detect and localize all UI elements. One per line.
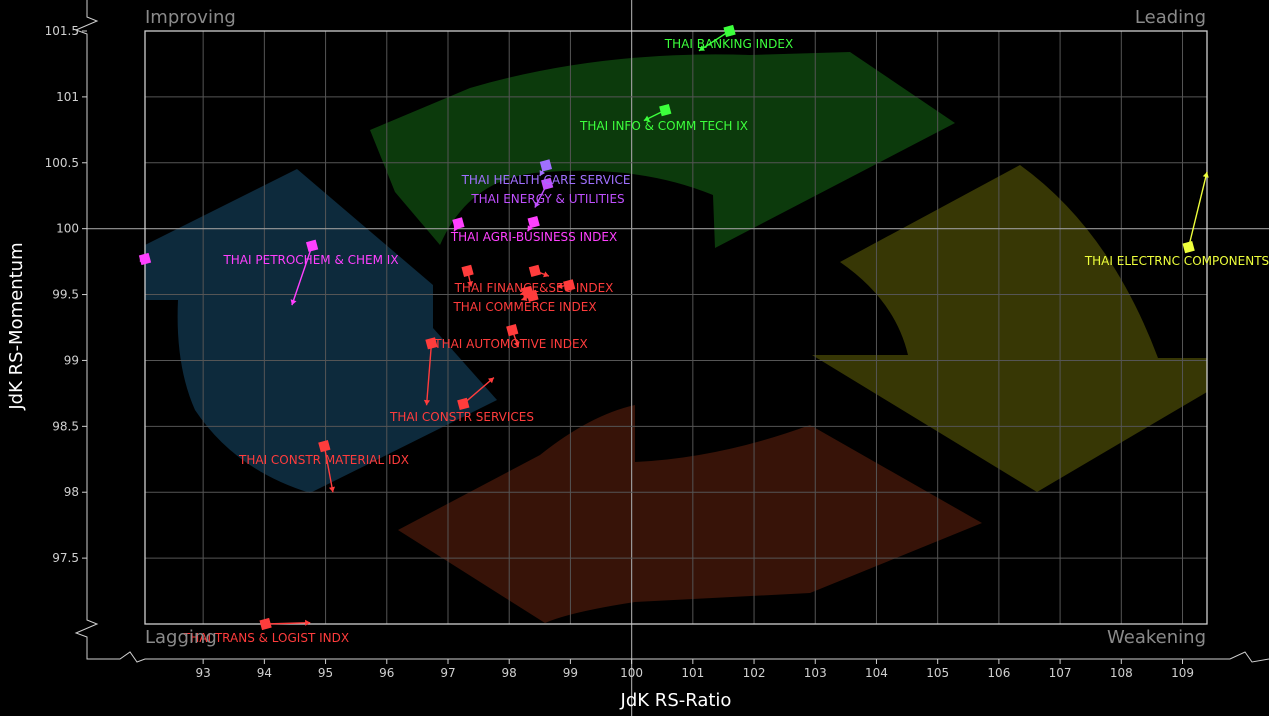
quadrant-label-leading: Leading (1135, 7, 1206, 28)
y-tick-label: 98.5 (52, 419, 79, 433)
quadrant-label-improving: Improving (145, 7, 236, 28)
x-tick-label: 102 (743, 666, 766, 680)
series-label: THAI PETROCHEM & CHEM IX (222, 253, 398, 267)
y-tick-label: 97.5 (52, 551, 79, 565)
series-trail (462, 377, 495, 405)
series-trail (291, 245, 313, 306)
series-trail (323, 445, 334, 493)
plot-border (144, 30, 1208, 625)
series-label: THAI ENERGY & UTILITIES (470, 192, 624, 206)
x-tick-label: 108 (1110, 666, 1133, 680)
series-tail-marker (328, 486, 336, 493)
series-label: THAI INFO & COMM TECH IX (579, 119, 748, 133)
series-head-marker (723, 24, 736, 38)
series-trails (138, 24, 1209, 631)
series-head-marker (425, 337, 438, 350)
series-head-marker (526, 289, 539, 302)
series-tail-marker (305, 619, 311, 626)
series-label: THAI CONSTR MATERIAL IDX (238, 453, 409, 467)
series-head-marker (1182, 240, 1195, 254)
series-head-marker (259, 617, 272, 631)
axis-ticks: 93 94 95 96 97 98 99 100 101 102 103 104 105 106 107 10… (45, 24, 1194, 680)
grid-lines (87, 0, 1269, 716)
series-head-marker (563, 279, 576, 292)
y-tick-label: 101.5 (45, 24, 79, 38)
quadrant-label-lagging: Lagging (145, 627, 217, 648)
series-tail-marker (527, 225, 533, 232)
series-label: THAI ELECTRNC COMPONENTS (1084, 254, 1269, 268)
series-tail-marker (487, 377, 494, 384)
series-label: THAI AGRI-BUSINESS INDEX (450, 230, 617, 244)
y-axis-title: JdK RS-Momentum (6, 242, 27, 410)
x-tick-label: 94 (257, 666, 272, 680)
x-tick-label: 99 (563, 666, 578, 680)
series-labels: THAI BANKING INDEX THAI INFO & COMM TECH … (182, 37, 1269, 645)
x-tick-label: 98 (502, 666, 517, 680)
x-axis-title: JdK RS-Ratio (620, 690, 732, 711)
series-head-marker (318, 439, 331, 453)
series-trail (1187, 171, 1208, 248)
series-head-marker (659, 103, 672, 117)
rotation-arrows (145, 52, 1207, 623)
axis-lines (74, 0, 1269, 663)
y-tick-label: 99.5 (52, 288, 79, 302)
x-tick-label: 109 (1171, 666, 1194, 680)
series-tail-marker (423, 399, 431, 406)
improving-arrow (145, 169, 497, 493)
x-tick-label: 103 (804, 666, 827, 680)
series-trail (698, 30, 730, 52)
series-tail-marker (556, 283, 563, 290)
series-head-marker (506, 324, 519, 337)
y-tick-label: 100 (56, 222, 79, 236)
series-head-marker (527, 215, 540, 229)
series-label: THAI BANKING INDEX (664, 37, 793, 51)
series-head-marker (138, 252, 152, 266)
series-tail-marker (1202, 172, 1209, 178)
series-head-marker (541, 177, 554, 190)
series-head-marker (539, 159, 553, 172)
series-head-marker (305, 239, 319, 252)
series-label: THAI CONSTR SERVICES (389, 410, 534, 424)
series-head-marker (452, 217, 465, 230)
series-tail-marker (543, 271, 549, 278)
lagging-arrow (398, 405, 982, 623)
series-label: THAI HEALTH CARE SERVICE (461, 173, 631, 187)
x-tick-label: 105 (926, 666, 949, 680)
series-head-marker (457, 397, 470, 411)
y-tick-label: 98 (64, 485, 79, 499)
series-trail (265, 621, 311, 625)
y-tick-label: 101 (56, 90, 79, 104)
series-label: THAI TRANS & LOGIST INDX (182, 631, 349, 645)
leading-arrow (370, 52, 955, 248)
x-tick-label: 93 (196, 666, 211, 680)
plot-frame (74, 0, 1269, 663)
x-tick-label: 104 (865, 666, 888, 680)
series-trail (425, 343, 433, 406)
series-tail-marker (467, 280, 474, 287)
series-label: THAI FINANCE&SEC INDEX (454, 281, 614, 295)
series-tail-marker (521, 295, 528, 302)
series-head-marker (461, 264, 474, 277)
x-tick-label: 100 (620, 666, 643, 680)
series-label: THAI COMMERCE INDEX (452, 300, 596, 314)
quadrant-label-weakening: Weakening (1107, 627, 1206, 648)
x-tick-label: 95 (318, 666, 333, 680)
series-head-marker (528, 264, 542, 277)
series-tail-marker (513, 341, 520, 348)
weakening-arrow (812, 165, 1207, 492)
x-tick-label: 107 (1049, 666, 1072, 680)
series-tail-marker (290, 299, 297, 306)
x-tick-label: 101 (681, 666, 704, 680)
series-tail-marker (643, 115, 650, 122)
x-tick-label: 96 (379, 666, 394, 680)
series-label: THAI AUTOMOTIVE INDEX (433, 337, 588, 351)
x-tick-label: 106 (987, 666, 1010, 680)
y-tick-label: 99 (64, 353, 79, 367)
series-tail-marker (534, 201, 541, 208)
series-tail-marker (539, 169, 546, 176)
series-tail-marker (698, 45, 705, 51)
y-tick-label: 100.5 (45, 156, 79, 170)
x-tick-label: 97 (440, 666, 455, 680)
